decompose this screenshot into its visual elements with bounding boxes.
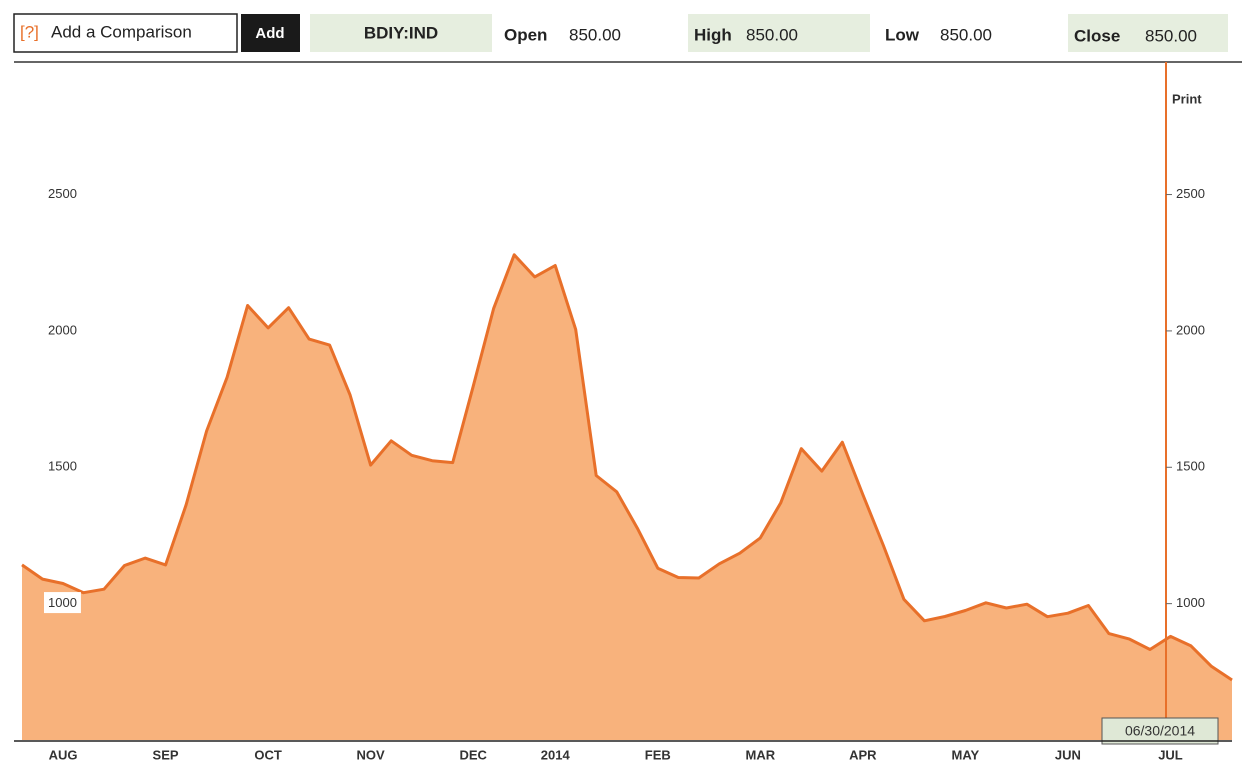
y-tick-label-right: 2000 xyxy=(1176,322,1205,337)
comparison-input[interactable] xyxy=(13,13,238,53)
x-tick-label: MAY xyxy=(952,747,980,762)
y-tick-label: 1000 xyxy=(48,595,77,610)
ticker: BDIY:IND xyxy=(364,23,438,42)
plot xyxy=(21,253,1233,741)
y-tick-label-right: 1000 xyxy=(1176,595,1205,610)
line xyxy=(21,253,1233,682)
cursor-date-box xyxy=(1101,717,1219,745)
y-tick-label: 2000 xyxy=(48,322,77,337)
x-tick-label: SEP xyxy=(153,747,179,762)
y-tick-label-right: 1500 xyxy=(1176,459,1205,474)
add-button-label: Add xyxy=(255,25,284,42)
x-tick-label: JUN xyxy=(1055,747,1081,762)
close-box xyxy=(1068,14,1228,52)
y-tick-label-bg xyxy=(44,592,81,614)
x-tick-label: APR xyxy=(849,747,877,762)
x-tick-label: JUL xyxy=(1158,747,1183,762)
low-value: 850.00 xyxy=(940,25,992,44)
x-tick-label: 2014 xyxy=(541,747,571,762)
x-tick-label: AUG xyxy=(49,747,78,762)
y-tick-label-right: 2500 xyxy=(1176,186,1205,201)
low-label: Low xyxy=(885,25,920,44)
comparison-placeholder: Add a Comparison xyxy=(51,22,192,41)
close-value: 850.00 xyxy=(1145,26,1197,45)
help-icon[interactable]: [?] xyxy=(20,22,39,41)
close-label: Close xyxy=(1074,26,1120,45)
x-tick-label: DEC xyxy=(459,747,487,762)
high-box xyxy=(688,14,870,52)
cursor-date: 06/30/2014 xyxy=(1125,723,1195,739)
ticker-box xyxy=(310,14,492,52)
area xyxy=(22,254,1232,741)
open-value: 850.00 xyxy=(569,25,621,44)
high-label: High xyxy=(694,25,732,44)
print-button[interactable]: Print xyxy=(1172,91,1202,106)
x-tick-label: FEB xyxy=(645,747,671,762)
open-label: Open xyxy=(504,25,547,44)
y-tick-label: 2500 xyxy=(48,186,77,201)
x-tick-label: OCT xyxy=(254,747,282,762)
add-button[interactable] xyxy=(241,14,300,52)
y-tick-label: 1500 xyxy=(48,459,77,474)
x-tick-label: NOV xyxy=(357,747,386,762)
x-tick-label: MAR xyxy=(746,747,776,762)
high-value: 850.00 xyxy=(746,25,798,44)
